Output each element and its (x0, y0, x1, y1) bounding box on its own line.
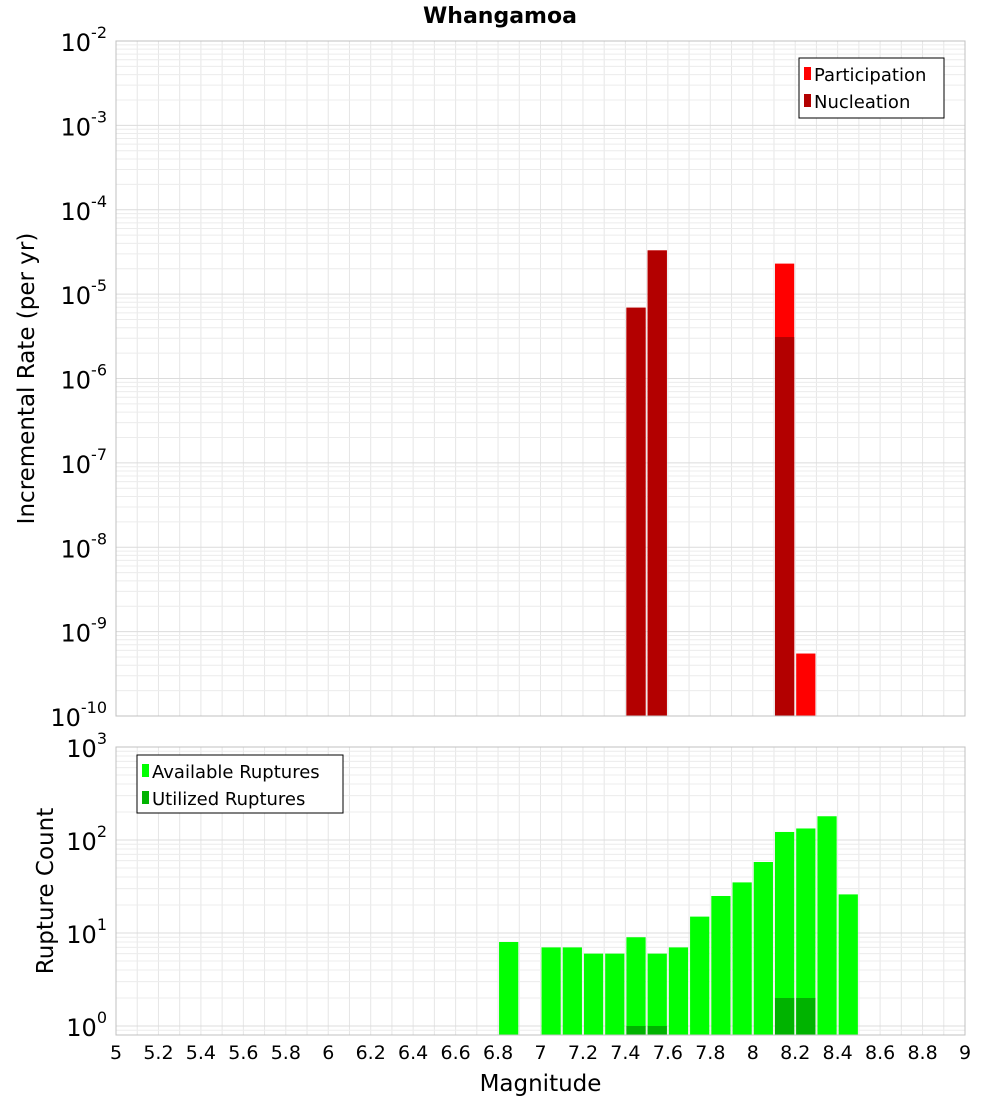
rates-legend-label: Participation (814, 65, 926, 86)
counts-legend-swatch (142, 791, 149, 804)
x-tick-label: 5.2 (143, 1042, 173, 1064)
counts-bar-utilized-ruptures (774, 997, 795, 1035)
x-tick-label: 5.8 (271, 1042, 301, 1064)
counts-legend-box (136, 754, 344, 814)
counts-y-tick-label: 101 (66, 915, 107, 949)
rates-bars (626, 250, 816, 717)
rates-bar-nucleation (647, 250, 667, 717)
rates-plot-frame (115, 40, 966, 717)
x-tick-label: 7.6 (653, 1042, 683, 1064)
x-tick-label: 8.2 (780, 1042, 810, 1064)
rates-legend: Participation Nucleation (798, 57, 945, 119)
x-tick-label: 8.8 (907, 1042, 937, 1064)
x-axis-label: Magnitude (480, 1071, 602, 1097)
x-tick-label: 5.6 (228, 1042, 258, 1064)
rates-y-tick-label: 10-6 (61, 361, 108, 395)
rates-y-tick-label: 10-9 (61, 614, 108, 648)
x-tick-label: 6.4 (398, 1042, 428, 1064)
counts-bar-available-ruptures (605, 953, 625, 1035)
rates-y-ticks: 10-10 10-9 10-8 10-7 10-6 10-5 10-4 10-3 10-2 (50, 23, 107, 732)
x-tick-label: 9 (959, 1042, 971, 1064)
rates-grid (115, 41, 966, 717)
counts-bar-available-ruptures (541, 947, 561, 1035)
counts-bar-available-ruptures (817, 816, 837, 1035)
x-tick-label: 7 (534, 1042, 546, 1064)
counts-bar-available-ruptures (499, 942, 519, 1035)
counts-plot-frame (115, 746, 966, 1036)
x-tick-label: 5.4 (186, 1042, 216, 1064)
rates-legend-swatch (804, 67, 811, 80)
rates-y-axis-label: Incremental Rate (per yr) (14, 233, 40, 525)
rates-legend-box (798, 57, 945, 119)
rates-bar-participation (796, 653, 816, 716)
rates-y-tick-label: 10-10 (50, 698, 107, 732)
counts-legend-swatch (142, 764, 149, 777)
rates-y-tick-label: 10-8 (61, 529, 108, 563)
counts-bar-available-ruptures (796, 828, 816, 1035)
x-tick-label: 5 (110, 1042, 122, 1064)
counts-bar-utilized-ruptures (647, 1025, 667, 1035)
counts-bar-available-ruptures (562, 947, 582, 1035)
counts-bar-available-ruptures (647, 953, 667, 1035)
rates-legend-swatch (804, 94, 811, 107)
counts-bar-available-ruptures (774, 831, 795, 1035)
counts-legend-label: Available Ruptures (152, 762, 320, 783)
x-tick-label: 8 (747, 1042, 759, 1064)
counts-legend-label: Utilized Ruptures (152, 789, 305, 810)
counts-y-axis-label: Rupture Count (33, 808, 59, 974)
counts-y-tick-label: 103 (66, 729, 107, 763)
rates-y-tick-label: 10-7 (61, 445, 108, 479)
rates-bar-nucleation (626, 307, 646, 716)
x-tick-label: 7.2 (568, 1042, 598, 1064)
counts-bars (499, 816, 858, 1035)
counts-legend: Available Ruptures Utilized Ruptures (136, 754, 344, 814)
x-tick-label: 8.6 (865, 1042, 895, 1064)
x-tick-label: 7.4 (610, 1042, 640, 1064)
rates-bar-nucleation (774, 337, 795, 716)
counts-x-ticks: 5 5.2 5.4 5.6 5.8 6 6.2 6.4 6.6 6.8 7 7.2 7.4 7.6 7.8 8… (110, 1042, 971, 1064)
x-tick-label: 7.8 (695, 1042, 725, 1064)
counts-bar-available-ruptures (583, 953, 604, 1035)
rates-y-tick-label: 10-4 (61, 192, 108, 226)
counts-y-ticks: 100 101 102 103 (66, 729, 107, 1042)
counts-bar-available-ruptures (690, 916, 710, 1035)
x-tick-label: 6.6 (440, 1042, 470, 1064)
counts-plot: 100 101 102 103 5 5.2 5.4 5.6 5.8 6 6.2 6.4 6.6 6.8 7… (33, 729, 971, 1097)
counts-y-tick-label: 100 (66, 1008, 107, 1042)
chart-title: Whangamoa (423, 4, 577, 29)
counts-bar-utilized-ruptures (626, 1025, 646, 1035)
x-tick-label: 6 (322, 1042, 334, 1064)
counts-bar-available-ruptures (732, 882, 752, 1035)
x-tick-label: 6.2 (356, 1042, 386, 1064)
x-tick-label: 8.4 (823, 1042, 853, 1064)
rates-y-tick-label: 10-2 (61, 23, 108, 57)
counts-bar-utilized-ruptures (796, 997, 816, 1035)
rates-y-tick-label: 10-5 (61, 276, 108, 310)
rates-y-tick-label: 10-3 (61, 107, 108, 141)
counts-bar-available-ruptures (711, 895, 731, 1035)
counts-bar-available-ruptures (753, 861, 773, 1035)
counts-bar-available-ruptures (838, 894, 858, 1035)
counts-y-tick-label: 102 (66, 822, 107, 856)
counts-bar-available-ruptures (668, 947, 689, 1035)
rates-legend-label: Nucleation (814, 92, 910, 113)
x-tick-label: 6.8 (483, 1042, 513, 1064)
counts-bar-available-ruptures (626, 937, 646, 1035)
rates-plot: 10-10 10-9 10-8 10-7 10-6 10-5 10-4 10-3 10-2 In… (14, 23, 966, 732)
